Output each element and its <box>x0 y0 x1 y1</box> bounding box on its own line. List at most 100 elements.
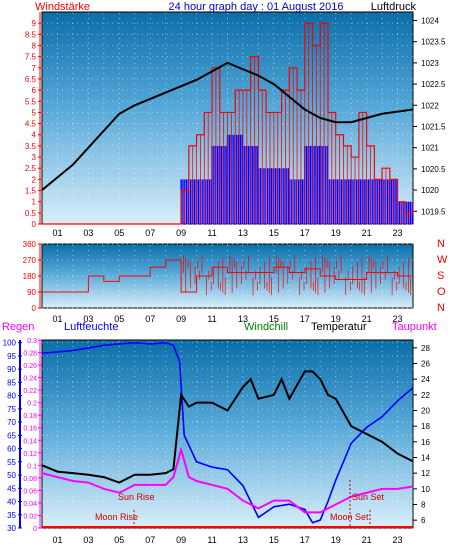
dewpoint-label: Taupunkt <box>392 321 437 333</box>
temp-tick-label: 10 <box>421 485 430 494</box>
humidity-tick-label: 35 <box>7 511 16 520</box>
x-tick-label: 23 <box>393 535 403 545</box>
y-tick-label: 3 <box>32 153 37 162</box>
x-tick-label: 07 <box>145 228 155 238</box>
rain-tick-label: 0.3 <box>27 338 37 345</box>
y-tick-label: 5 <box>32 108 37 117</box>
y-tick-label: 9 <box>32 19 37 28</box>
x-tick-label: 07 <box>145 314 155 324</box>
y2-tick-label: 1023 <box>421 59 439 68</box>
x-tick-label: 09 <box>176 228 186 238</box>
x-tick-label: 09 <box>176 314 186 324</box>
rain-tick-label: 0.14 <box>23 438 37 445</box>
x-tick-label: 17 <box>300 314 310 324</box>
x-tick-label: 13 <box>238 314 248 324</box>
temp-tick-label: 26 <box>421 360 430 369</box>
temp-tick-label: 28 <box>421 344 430 353</box>
x-tick-label: 05 <box>114 228 124 238</box>
rain-tick-label: 0.2 <box>27 401 37 408</box>
x-tick-label: 15 <box>269 535 279 545</box>
y-tick-label: 180 <box>23 272 37 281</box>
y-tick-label: 5.5 <box>25 97 37 106</box>
x-tick-label: 05 <box>114 535 124 545</box>
y2-tick-label: 1019.5 <box>421 207 446 216</box>
x-tick-label: 11 <box>207 535 216 545</box>
y-tick-label: 360 <box>23 240 37 249</box>
humidity-tick-label: 65 <box>7 431 16 440</box>
humidity-tick-label: 40 <box>7 498 16 507</box>
rain-tick-label: 0 <box>33 526 37 533</box>
humidity-tick-label: 100 <box>3 339 17 348</box>
temp-tick-label: 14 <box>421 454 430 463</box>
rain-tick-label: 0.26 <box>23 363 37 370</box>
rain-tick-label: 0.16 <box>23 426 37 433</box>
x-tick-label: 19 <box>331 314 341 324</box>
x-tick-label: 01 <box>52 314 62 324</box>
y-tick-label: 8.5 <box>25 30 37 39</box>
chart-title: 24 hour graph day : 01 August 2016 <box>169 1 344 13</box>
humidity-tick-label: 55 <box>7 458 16 467</box>
x-tick-label: 13 <box>238 228 248 238</box>
rain-tick-label: 0.1 <box>27 463 37 470</box>
y-tick-label: 8 <box>32 41 37 50</box>
dewpoint-series <box>41 445 414 514</box>
wind-strength-label: Windstärke <box>35 1 90 13</box>
rain-tick-label: 0.28 <box>23 351 37 358</box>
x-tick-label: 15 <box>269 228 279 238</box>
x-tick-label: 03 <box>83 314 93 324</box>
rain-tick-label: 0.08 <box>23 476 37 483</box>
temp-tick-label: 6 <box>421 516 426 525</box>
y2-tick-label: 1024 <box>421 16 439 25</box>
y-tick-label: 0 <box>32 304 37 313</box>
temp-tick-label: 12 <box>421 469 430 478</box>
y-tick-label: 270 <box>23 256 37 265</box>
x-tick-label: 09 <box>176 535 186 545</box>
pressure-label: Luftdruck <box>371 1 417 13</box>
humidity-tick-label: 50 <box>7 471 16 480</box>
x-tick-label: 23 <box>393 228 403 238</box>
y-tick-label: 1.5 <box>25 187 37 196</box>
y2-tick-label: 1021.5 <box>421 122 446 131</box>
humidity-tick-label: 70 <box>7 418 16 427</box>
x-tick-label: 19 <box>331 535 341 545</box>
y-tick-label: 90 <box>27 288 36 297</box>
humidity-tick-label: 75 <box>7 405 16 414</box>
humidity-tick-label: 45 <box>7 484 16 493</box>
rain-tick-label: 0.06 <box>23 488 37 495</box>
y2-tick-label: 1021 <box>421 144 439 153</box>
direction-series <box>42 259 413 293</box>
humidity-tick-label: 60 <box>7 445 16 454</box>
sun-rise-label: Sun Rise <box>118 492 155 502</box>
pressure-series <box>41 61 414 191</box>
x-tick-label: 23 <box>393 314 403 324</box>
y-tick-label: 0.5 <box>25 209 37 218</box>
compass-label: S <box>437 270 444 282</box>
x-tick-label: 03 <box>83 535 93 545</box>
temperature-label: Temperatur <box>311 321 367 333</box>
y-tick-label: 7 <box>32 64 37 73</box>
compass-label: O <box>437 286 446 298</box>
x-tick-label: 01 <box>52 228 62 238</box>
x-tick-label: 11 <box>207 228 216 238</box>
temp-tick-label: 20 <box>421 407 430 416</box>
x-tick-label: 07 <box>145 535 155 545</box>
y-tick-label: 4.5 <box>25 120 37 129</box>
y-tick-label: 6 <box>32 86 37 95</box>
temperature-series <box>41 370 414 484</box>
x-tick-label: 11 <box>207 314 216 324</box>
y-tick-label: 2 <box>32 175 37 184</box>
x-tick-label: 21 <box>362 535 372 545</box>
humidity-tick-label: 95 <box>7 352 16 361</box>
y-tick-label: 7.5 <box>25 53 37 62</box>
y-tick-label: 3.5 <box>25 142 37 151</box>
x-tick-label: 05 <box>114 314 124 324</box>
x-tick-label: 17 <box>300 228 310 238</box>
windchill-label: Windchill <box>244 321 288 333</box>
rain-tick-label: 0.02 <box>23 513 37 520</box>
temp-tick-label: 8 <box>421 501 426 510</box>
y2-tick-label: 1022 <box>421 101 439 110</box>
y-tick-label: 6.5 <box>25 75 37 84</box>
humidity-series <box>41 341 414 524</box>
moon-rise-label: Moon Rise <box>95 512 138 522</box>
